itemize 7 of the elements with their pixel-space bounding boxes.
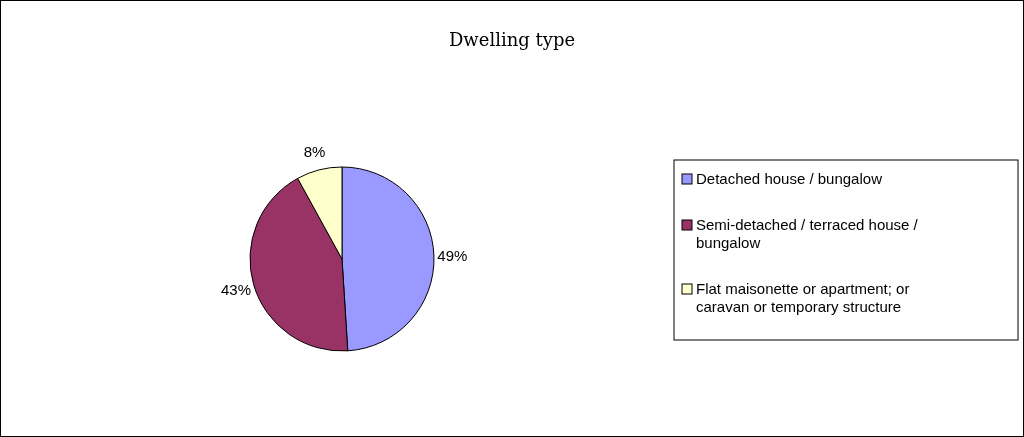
- chart-title: Dwelling type: [448, 29, 576, 50]
- data-label: 8%: [303, 143, 326, 161]
- legend-label: Detached house / bungalow: [696, 170, 883, 187]
- data-label: 49%: [437, 246, 468, 264]
- data-label: 43%: [220, 281, 251, 299]
- legend-label: Flat maisonette or apartment; or caravan or temporary structure: [696, 280, 910, 315]
- legend-label: Semi-detached / terraced house / bungalow: [696, 216, 919, 251]
